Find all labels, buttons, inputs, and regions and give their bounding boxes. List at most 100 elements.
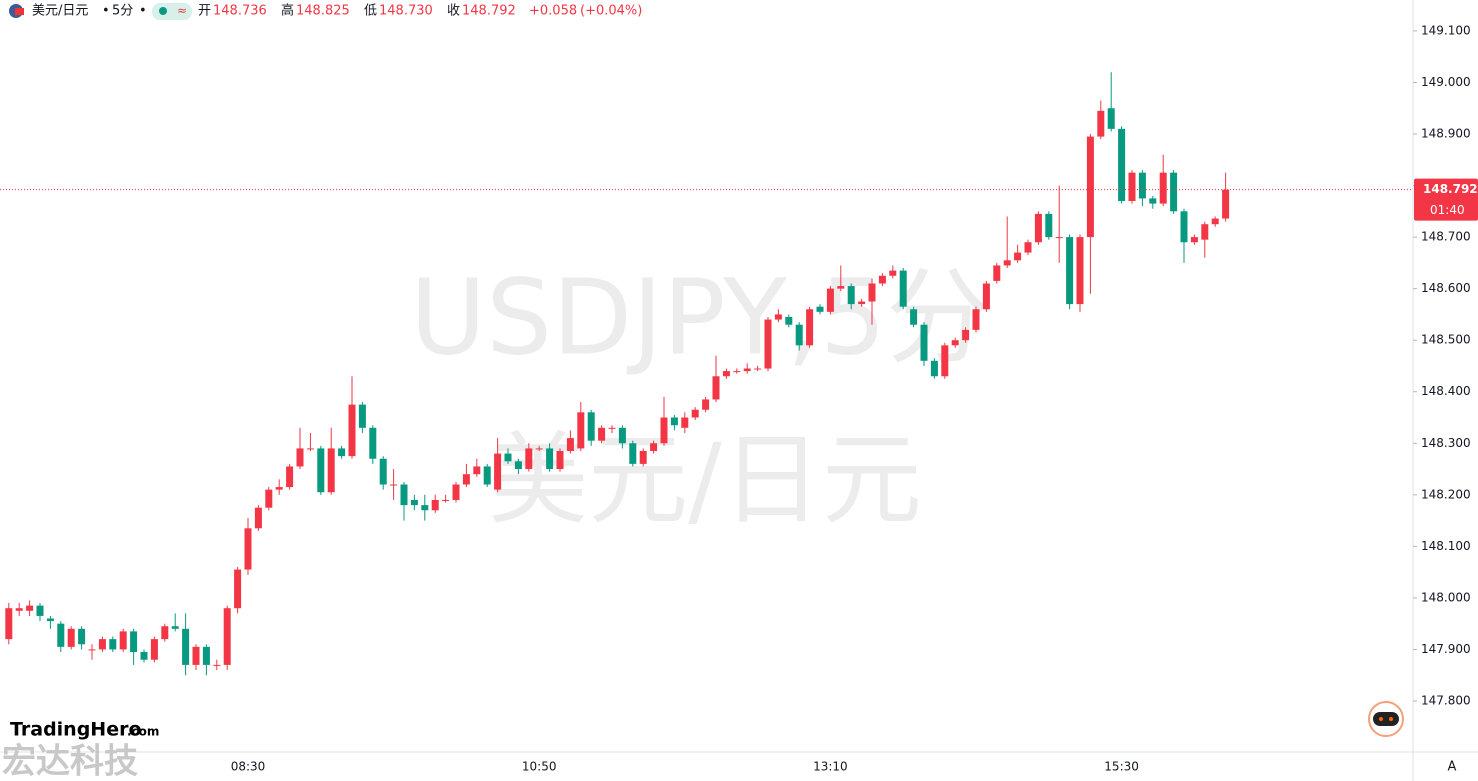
separator: • (102, 4, 110, 19)
y-tick-label: 148.400 (1421, 384, 1471, 398)
candle-body (785, 316, 793, 325)
x-tick-label: 10:50 (522, 760, 557, 774)
candle-body (213, 664, 221, 666)
y-tick-label: 148.100 (1421, 539, 1471, 553)
company-watermark: 宏达科技 (2, 742, 138, 781)
candle-body (1190, 237, 1198, 243)
candle-body (442, 499, 450, 501)
candle-body (535, 448, 543, 450)
candle-body (182, 628, 190, 665)
candle-body (504, 453, 512, 462)
candle-body (265, 489, 273, 508)
candle-body (1222, 189, 1230, 219)
candle-body (1003, 260, 1011, 266)
candle-body (494, 453, 502, 490)
high-label: 高 (281, 3, 294, 19)
x-tick-label: 13:10 (813, 760, 848, 774)
candle-body (348, 404, 356, 457)
candle-body (722, 371, 730, 377)
candle-body (806, 309, 814, 346)
candle-body (473, 466, 481, 475)
candle-body (150, 639, 158, 660)
candle-body (1097, 110, 1105, 137)
candle-body (379, 458, 387, 485)
change: +0.058 (529, 4, 577, 19)
candle-body (88, 649, 96, 651)
candle-body (1118, 128, 1126, 202)
candle-body (234, 569, 242, 609)
candle-body (1211, 218, 1219, 225)
x-tick-label: 15:30 (1104, 760, 1139, 774)
watermark-symbol: USDJPY,5分 (410, 256, 990, 378)
candle-body (868, 283, 876, 302)
candle-body (1159, 172, 1167, 204)
candle-body (317, 448, 325, 493)
candle-body (546, 448, 554, 470)
candle-body (577, 412, 585, 449)
candle-body (1034, 213, 1042, 243)
candle-body (119, 631, 127, 650)
candle-body (566, 438, 574, 451)
candle-body (826, 288, 834, 312)
candle-body (26, 605, 34, 611)
candle-body (920, 324, 928, 361)
countdown: 01:40 (1430, 203, 1465, 217)
assistant-button[interactable] (1368, 701, 1404, 737)
candle-body (244, 528, 252, 570)
y-tick-label: 149.000 (1421, 75, 1471, 89)
candle-body (421, 505, 429, 511)
logo-brand: TradingHero (10, 719, 142, 741)
candle-body (754, 368, 762, 370)
candle-body (795, 324, 803, 346)
status-approx: ≈ (177, 4, 187, 18)
candle-body (1024, 242, 1032, 253)
candle-body (223, 608, 231, 665)
candle-body (57, 623, 65, 647)
candle-body (587, 412, 595, 441)
candle-body (847, 286, 855, 305)
candle-body (358, 404, 366, 428)
candle-body (327, 448, 335, 493)
candle-body (930, 360, 938, 377)
candle-body (712, 376, 720, 400)
candle-body (691, 409, 699, 418)
candle-body (910, 309, 918, 325)
candle-body (483, 466, 491, 485)
candle-body (972, 309, 980, 330)
candle-body (670, 417, 678, 426)
candle-body (993, 265, 1001, 281)
candle-body (1138, 172, 1146, 199)
watermark-name: 美元/日元 (488, 421, 922, 538)
candle-body (702, 399, 710, 410)
candle-body (400, 484, 408, 506)
low-value: 148.730 (379, 4, 433, 19)
candle-body (286, 466, 294, 488)
candle-body (410, 499, 418, 506)
symbol: 美元/日元 (32, 4, 88, 19)
candle-body (962, 329, 970, 341)
candle-body (130, 631, 138, 653)
separator: • (139, 4, 147, 19)
candle-body (743, 368, 751, 372)
candle-body (951, 340, 959, 346)
candle-body (618, 427, 626, 444)
open-value: 148.736 (213, 4, 267, 19)
plot (0, 72, 1413, 676)
candle-body (858, 301, 866, 305)
y-tick-label: 148.300 (1421, 436, 1471, 450)
close-value: 148.792 (462, 4, 516, 19)
candle-body (5, 608, 13, 640)
logo-suffix: .com (127, 725, 159, 739)
candle-body (982, 283, 990, 310)
candle-body (608, 427, 616, 429)
candle-body (431, 499, 439, 511)
candle-body (1055, 237, 1063, 239)
candle-body (254, 507, 262, 529)
candle-body (390, 484, 398, 486)
auto-scale-button[interactable]: A (1448, 760, 1457, 775)
candle-body (161, 626, 169, 640)
assistant-eye (1379, 717, 1383, 721)
y-tick-label: 148.000 (1421, 590, 1471, 604)
candle-body (1014, 252, 1022, 261)
candle-body (899, 270, 907, 307)
